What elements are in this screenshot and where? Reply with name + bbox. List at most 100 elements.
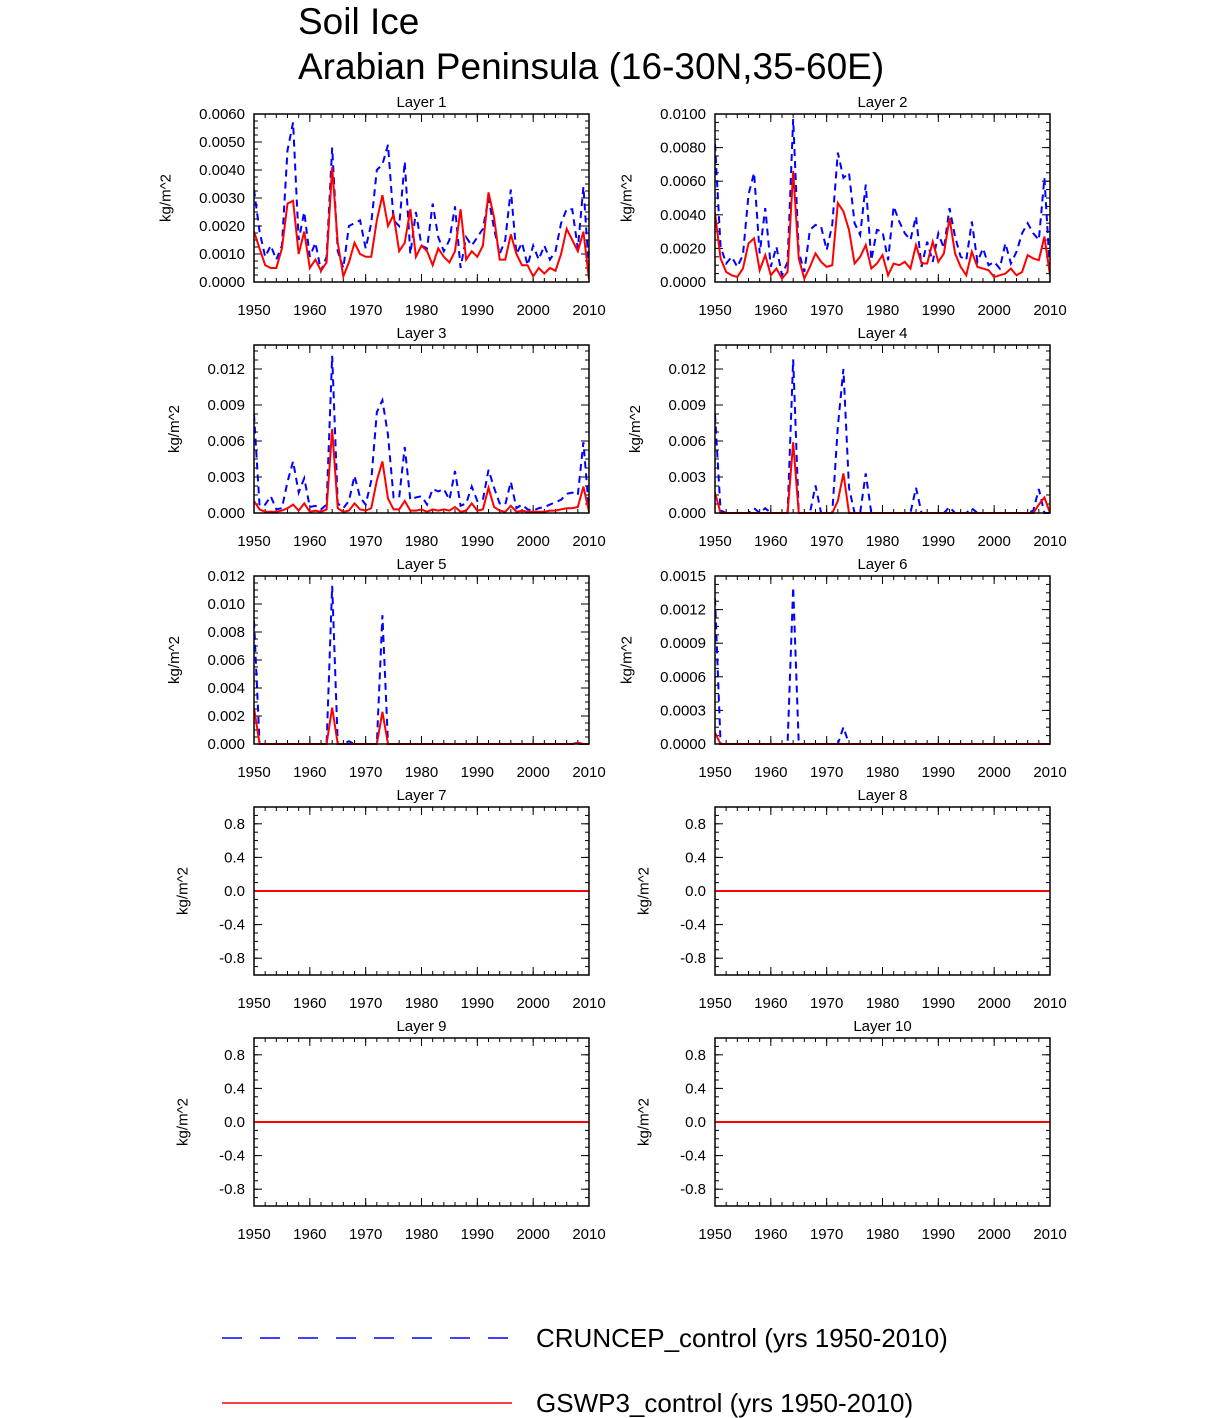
x-tick-label: 2010 — [572, 533, 605, 550]
x-tick-label: 2000 — [516, 995, 549, 1012]
series-cruncep-line — [254, 585, 589, 745]
y-tick-label: 0.012 — [207, 361, 245, 378]
y-tick-label: 0.0 — [224, 883, 245, 900]
x-tick-label: 2000 — [516, 764, 549, 781]
y-tick-label: 0.0100 — [660, 106, 706, 123]
x-tick-label: 1990 — [922, 764, 955, 781]
x-tick-label: 1980 — [866, 764, 899, 781]
x-tick-label: 1950 — [237, 1226, 270, 1243]
series-gswp3-line — [715, 442, 1050, 514]
y-tick-label: 0.4 — [224, 849, 245, 866]
panel-title: Layer 4 — [857, 325, 907, 342]
panels-grid: Layer 1 kg/m^2 1950 1960 1970 1980 1990 2000 201… — [157, 94, 1066, 1243]
y-tick-label: 0.009 — [668, 397, 706, 414]
panel-frame — [253, 1037, 590, 1207]
x-tick-label: 1980 — [405, 1226, 438, 1243]
y-tick-label: 0.0040 — [199, 162, 245, 179]
y-tick-label: 0.0 — [685, 883, 706, 900]
y-tick-label: -0.4 — [680, 917, 706, 934]
panel-frame — [253, 575, 590, 745]
y-axis-label: kg/m^2 — [175, 1098, 192, 1146]
panel-title: Layer 1 — [396, 94, 446, 111]
series-gswp3-line — [715, 171, 1050, 282]
y-tick-label: 0.004 — [207, 680, 245, 697]
y-tick-label: 0.000 — [207, 505, 245, 522]
y-tick-label: 0.0080 — [660, 140, 706, 157]
series-cruncep-line — [715, 118, 1050, 279]
panel-title: Layer 10 — [853, 1018, 911, 1035]
y-tick-label: 0.0000 — [199, 274, 245, 291]
x-tick-label: 1970 — [349, 302, 382, 319]
panel-title: Layer 9 — [396, 1018, 446, 1035]
x-tick-label: 1990 — [461, 533, 494, 550]
panel-title: Layer 8 — [857, 787, 907, 804]
series-cruncep-line — [254, 355, 589, 512]
x-tick-label: 2010 — [1033, 302, 1066, 319]
y-tick-label: 0.4 — [685, 1080, 706, 1097]
y-tick-label: 0.0060 — [660, 173, 706, 190]
x-tick-label: 1970 — [810, 533, 843, 550]
y-tick-label: 0.006 — [207, 652, 245, 669]
x-tick-label: 1990 — [461, 302, 494, 319]
x-tick-label: 1950 — [698, 533, 731, 550]
y-tick-label: 0.0012 — [660, 602, 706, 619]
y-tick-label: -0.8 — [680, 950, 706, 967]
legend-label-gswp3: GSWP3_control (yrs 1950-2010) — [536, 1388, 913, 1418]
legend-label-cruncep: CRUNCEP_control (yrs 1950-2010) — [536, 1323, 948, 1353]
x-tick-label: 1980 — [405, 995, 438, 1012]
panel-frame — [253, 113, 590, 283]
panel-layer-6: Layer 6 kg/m^2 1950 1960 1970 1980 1990 2000 201… — [618, 556, 1066, 781]
x-tick-label: 1970 — [810, 995, 843, 1012]
x-tick-label: 1960 — [754, 764, 787, 781]
y-axis-label: kg/m^2 — [166, 636, 183, 684]
y-tick-label: 0.0020 — [660, 240, 706, 257]
x-tick-label: 1950 — [237, 764, 270, 781]
y-axis-label: kg/m^2 — [618, 636, 635, 684]
x-tick-label: 1960 — [293, 302, 326, 319]
x-tick-label: 1970 — [349, 764, 382, 781]
panel-frame — [714, 344, 1051, 514]
x-tick-label: 1990 — [922, 995, 955, 1012]
x-tick-label: 1960 — [293, 533, 326, 550]
y-tick-label: 0.0010 — [199, 246, 245, 263]
x-tick-label: 1950 — [698, 302, 731, 319]
panel-frame — [714, 1037, 1051, 1207]
y-tick-label: -0.4 — [219, 1148, 245, 1165]
x-tick-label: 1970 — [349, 995, 382, 1012]
y-tick-label: 0.0003 — [660, 702, 706, 719]
legend: CRUNCEP_control (yrs 1950-2010) GSWP3_co… — [222, 1323, 948, 1418]
y-tick-label: 0.002 — [207, 708, 245, 725]
y-axis-label: kg/m^2 — [157, 174, 174, 222]
series-cruncep-line — [715, 359, 1050, 514]
x-tick-label: 1960 — [754, 533, 787, 550]
panel-title: Layer 6 — [857, 556, 907, 573]
y-tick-label: -0.8 — [680, 1181, 706, 1198]
x-tick-label: 1970 — [349, 1226, 382, 1243]
y-tick-label: 0.4 — [224, 1080, 245, 1097]
y-tick-label: 0.006 — [668, 433, 706, 450]
x-tick-label: 2000 — [977, 302, 1010, 319]
x-tick-label: 2010 — [572, 1226, 605, 1243]
panel-frame — [714, 575, 1051, 745]
y-tick-label: 0.003 — [207, 469, 245, 486]
x-tick-label: 1970 — [349, 533, 382, 550]
x-tick-label: 1970 — [810, 1226, 843, 1243]
x-tick-label: 2000 — [977, 764, 1010, 781]
x-tick-label: 1950 — [237, 302, 270, 319]
x-tick-label: 2000 — [977, 1226, 1010, 1243]
panel-layer-5: Layer 5 kg/m^2 1950 1960 1970 1980 1990 2000 201… — [166, 556, 606, 781]
y-tick-label: 0.0020 — [199, 218, 245, 235]
y-tick-label: -0.8 — [219, 950, 245, 967]
x-tick-label: 1960 — [754, 1226, 787, 1243]
x-tick-label: 2000 — [516, 533, 549, 550]
x-tick-label: 1950 — [698, 764, 731, 781]
y-tick-label: 0.006 — [207, 433, 245, 450]
series-cruncep-line — [715, 587, 1050, 745]
x-tick-label: 1950 — [237, 995, 270, 1012]
y-tick-label: 0.0050 — [199, 134, 245, 151]
panel-frame — [253, 344, 590, 514]
x-tick-label: 2010 — [1033, 995, 1066, 1012]
y-axis-label: kg/m^2 — [636, 1098, 653, 1146]
y-tick-label: 0.0 — [224, 1114, 245, 1131]
y-tick-label: 0.0006 — [660, 669, 706, 686]
